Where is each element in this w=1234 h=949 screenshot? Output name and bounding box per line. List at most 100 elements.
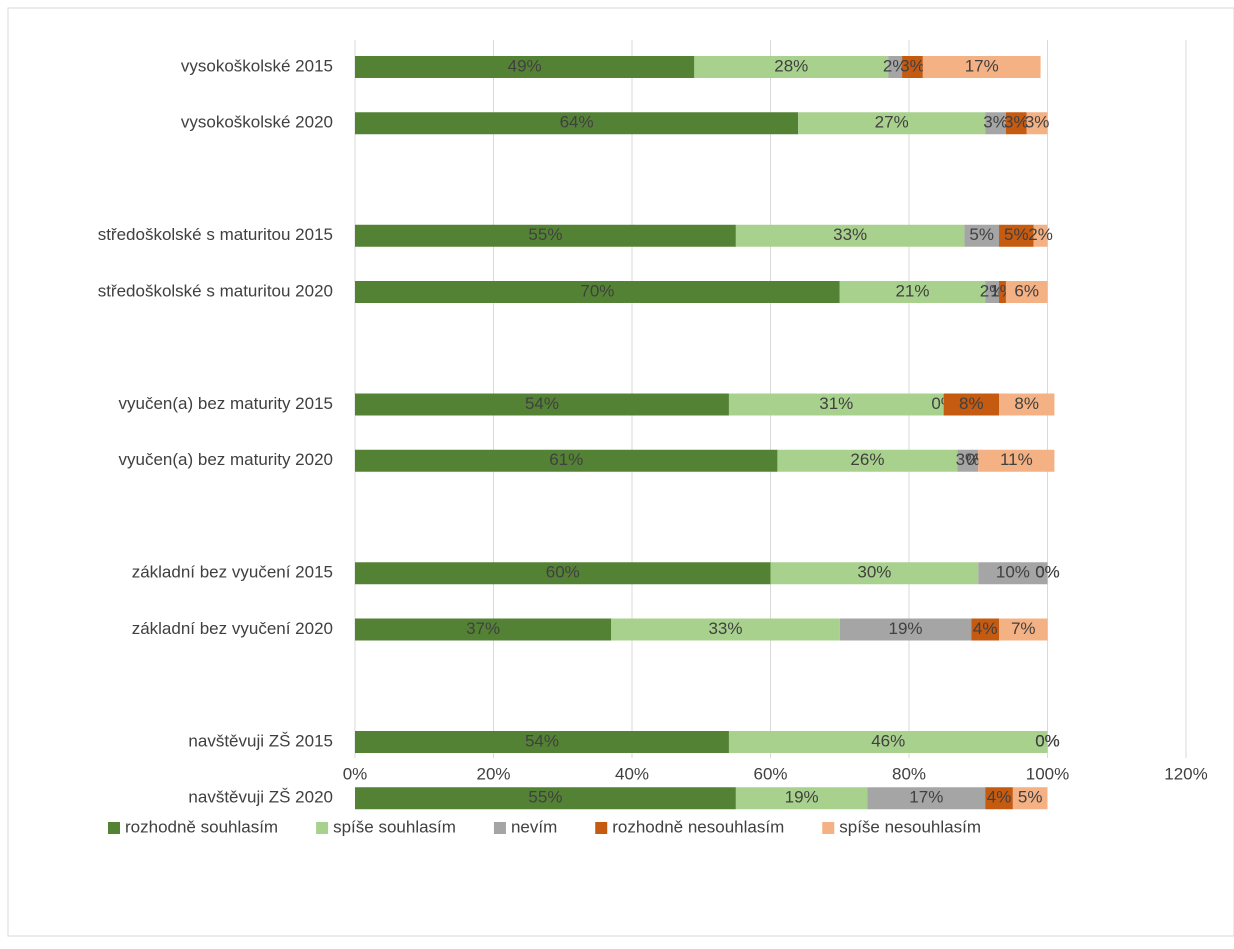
bar-segment <box>888 56 903 78</box>
data-label: 0% <box>1035 731 1060 750</box>
chart-border <box>7 7 1234 937</box>
bar-segment <box>978 449 1055 472</box>
data-label: 5% <box>1018 788 1043 807</box>
y-tick-label: navštěvuji ZŠ 2015 <box>188 731 333 750</box>
data-label: 4% <box>987 788 1012 807</box>
data-label: 17% <box>965 56 999 75</box>
data-label: 10% <box>996 563 1030 582</box>
data-label: 8% <box>959 394 984 413</box>
bar-segment <box>355 562 771 585</box>
data-label: 37% <box>466 619 500 638</box>
x-tick-label: 60% <box>753 764 787 783</box>
bar-segment <box>985 787 1013 810</box>
y-tick-label: navštěvuji ZŠ 2020 <box>188 788 333 807</box>
data-label: 0% <box>1035 731 1060 750</box>
bar-segment <box>922 56 1041 78</box>
data-label: 49% <box>508 56 542 75</box>
bar-segment <box>1005 281 1048 303</box>
data-label: 30% <box>857 563 891 582</box>
y-tick-label: vysokoškolské 2020 <box>181 113 333 132</box>
bar-segment <box>735 787 868 810</box>
data-label: 5% <box>969 225 994 244</box>
data-label: 19% <box>889 619 923 638</box>
bar-segment <box>943 393 1000 416</box>
y-tick-label: vyučen(a) bez maturity 2015 <box>119 394 334 413</box>
legend-label: spíše souhlasím <box>333 817 456 836</box>
legend-swatch <box>316 822 329 834</box>
data-label: 64% <box>560 113 594 132</box>
data-label: 27% <box>875 113 909 132</box>
y-tick-label: základní bez vyučení 2015 <box>132 563 333 582</box>
bar-segment <box>1026 112 1048 135</box>
bar-segment <box>839 618 972 641</box>
bar-segment <box>971 618 1000 641</box>
bar-segment <box>985 112 1006 135</box>
x-tick-label: 40% <box>615 764 649 783</box>
bar-segment <box>355 618 612 641</box>
bar-segment <box>735 224 965 247</box>
bar-segment <box>355 224 736 247</box>
x-tick-label: 100% <box>1026 764 1069 783</box>
bar-segment <box>770 562 979 585</box>
data-label: 6% <box>1014 281 1039 300</box>
legend-label: rozhodně nesouhlasím <box>612 817 784 836</box>
data-label: 2% <box>980 281 1005 300</box>
data-label: 3% <box>1025 113 1050 132</box>
data-label: 3% <box>983 113 1008 132</box>
bar-segment <box>957 449 979 472</box>
y-tick-label: středoškolské s maturitou 2015 <box>98 225 333 244</box>
bar-segment <box>355 281 840 303</box>
data-label: 61% <box>549 450 583 469</box>
data-label: 2% <box>1028 225 1053 244</box>
bar-segment <box>798 112 986 135</box>
bar-segment <box>355 787 736 810</box>
data-label: 0% <box>1035 563 1060 582</box>
data-label: 0% <box>1035 731 1060 750</box>
data-label: 46% <box>871 731 905 750</box>
data-label: 7% <box>1011 619 1036 638</box>
bar-segment <box>355 449 778 472</box>
data-label: 55% <box>528 788 562 807</box>
bar-segment <box>728 731 1048 753</box>
data-label: 55% <box>528 225 562 244</box>
data-label: 28% <box>774 56 808 75</box>
bar-segment <box>777 449 958 472</box>
data-label: 54% <box>525 731 559 750</box>
bar-segment <box>999 281 1006 303</box>
bar-segment <box>1005 112 1027 135</box>
x-tick-label: 0% <box>343 764 368 783</box>
bar-segment <box>999 224 1034 247</box>
y-tick-label: základní bez vyučení 2020 <box>132 619 333 638</box>
bar-segment <box>355 731 729 753</box>
legend-swatch <box>595 822 608 834</box>
data-label: 3% <box>900 56 925 75</box>
legend-swatch <box>822 822 835 834</box>
data-label: 54% <box>525 394 559 413</box>
bar-segment <box>839 281 986 303</box>
data-label: 21% <box>895 281 929 300</box>
legend-label: spíše nesouhlasím <box>839 817 981 836</box>
bar-segment <box>611 618 840 641</box>
y-tick-label: vysokoškolské 2015 <box>181 56 333 75</box>
x-tick-label: 80% <box>892 764 926 783</box>
legend-swatch <box>493 822 506 834</box>
data-label: 31% <box>819 394 853 413</box>
legend-label: rozhodně souhlasím <box>125 817 278 836</box>
bar-segment <box>355 393 729 416</box>
data-label: 26% <box>850 450 884 469</box>
data-label: 5% <box>1004 225 1029 244</box>
bar-segment <box>964 224 1000 247</box>
y-tick-label: středoškolské s maturitou 2020 <box>98 281 333 300</box>
data-label: 4% <box>973 619 998 638</box>
data-label: 17% <box>909 788 943 807</box>
bar-segment <box>355 112 799 135</box>
bar-segment <box>728 393 944 416</box>
data-label: 3% <box>956 450 981 469</box>
bar-segment <box>1012 787 1048 810</box>
data-label: 3% <box>1004 113 1029 132</box>
bar-segment <box>355 56 695 78</box>
legend-label: nevím <box>511 817 557 836</box>
data-label: 60% <box>546 563 580 582</box>
x-tick-label: 120% <box>1164 764 1207 783</box>
